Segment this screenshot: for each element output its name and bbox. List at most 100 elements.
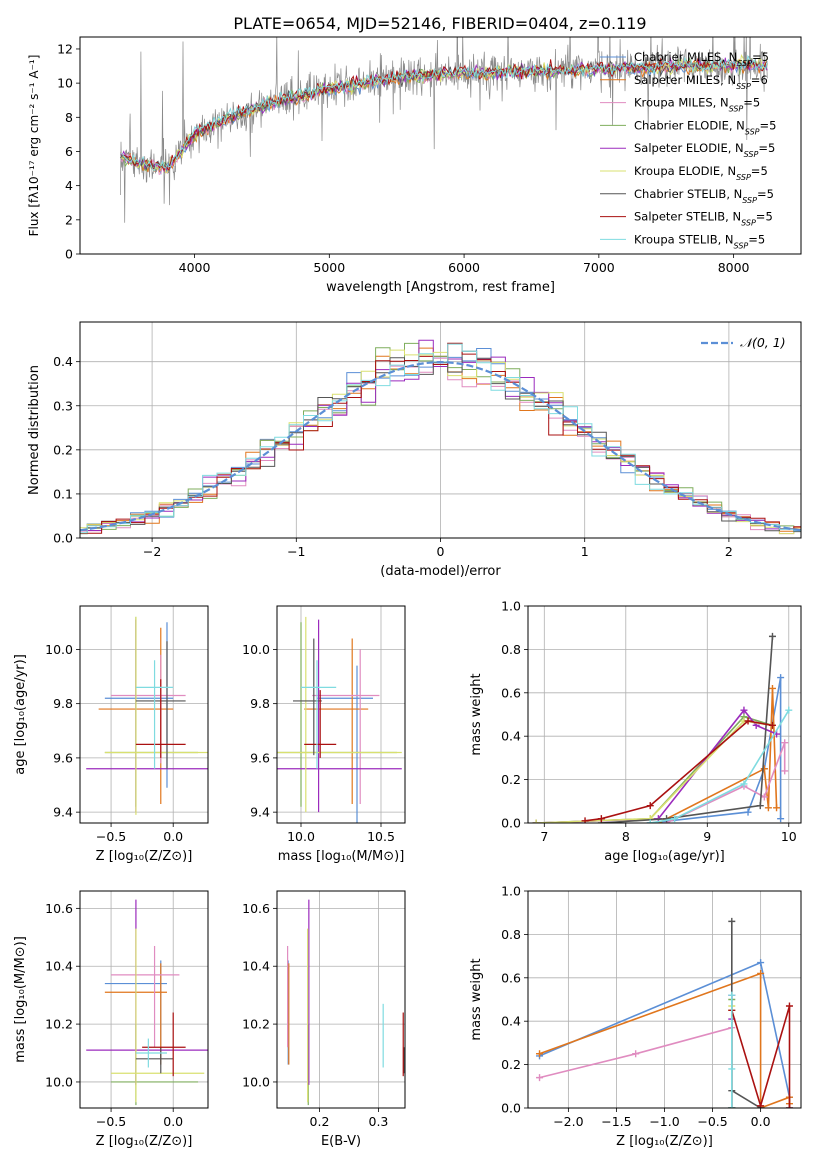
- weight-series-kroupa-miles: [663, 739, 789, 823]
- x-tick-label: −1: [287, 544, 305, 559]
- panel-weight-vs-Z: −2.0 −1.5 −1.0 −0.5 0.0 0.0 0.2 0.4 0.6 0.8 1.0 Z […: [469, 884, 802, 1149]
- errorbar-kroupa-miles: [111, 945, 180, 1048]
- errorbar-kroupa-elodie: [104, 616, 208, 815]
- axes-frame: [276, 890, 406, 1109]
- plot-area: [536, 917, 793, 1108]
- weight-point: [536, 1074, 544, 1082]
- weight-point: [536, 1050, 544, 1058]
- weight-line: [731, 1005, 791, 1108]
- errorbar-chabrier-miles: [104, 622, 174, 788]
- y-tick-label: 10.6: [45, 901, 73, 916]
- weight-series-kroupa-stelib: [646, 706, 793, 823]
- weight-series-salpeter-miles: [654, 684, 781, 823]
- weight-point: [785, 1002, 793, 1010]
- legend-equals: =: [743, 96, 753, 110]
- histogram-chabrier-elodie: [80, 342, 801, 535]
- weight-point: [785, 1104, 793, 1108]
- x-tick-label: 4000: [179, 260, 211, 275]
- errorbar-salpeter-stelib: [142, 1012, 186, 1077]
- legend-n-symbol: , N: [713, 96, 729, 110]
- panel-mass-vs-EBV: 0.2 0.3 10.0 10.2 10.4 10.6 E(B-V): [242, 890, 406, 1149]
- y-tick-label: 0.4: [53, 354, 73, 369]
- x-tick-label: 8000: [718, 260, 750, 275]
- legend-entry: 𝒩(0, 1): [740, 335, 786, 350]
- weight-point: [781, 767, 789, 775]
- x-tick-label: −0.5: [96, 1114, 126, 1129]
- panel-spectrum: 4000 5000 6000 7000 8000 0 2 4 6 8 10 12 wavelength …: [27, 36, 802, 295]
- figure-title: PLATE=0654, MJD=52146, FIBERID=0404, z=0…: [233, 14, 646, 33]
- legend-nssp: 5: [767, 187, 774, 201]
- y-tick-label: 9.8: [53, 696, 73, 711]
- x-tick-label: 0.0: [163, 829, 183, 844]
- legend-ssp-subscript: SSP: [741, 218, 756, 227]
- weight-point: [757, 969, 765, 977]
- weight-point: [768, 632, 776, 640]
- weight-point: [744, 808, 752, 816]
- x-axis-label: Z [log₁₀(Z/Z⊙)]: [616, 1134, 713, 1149]
- x-tick-label: −0.5: [96, 829, 126, 844]
- y-tick-label: 0.1: [53, 486, 73, 501]
- x-axis-label: mass [log₁₀(M/M⊙)]: [278, 849, 405, 864]
- y-tick-label: 6: [65, 144, 73, 159]
- weight-point: [581, 817, 589, 823]
- weight-point: [728, 991, 736, 999]
- y-tick-label: 10.0: [242, 642, 270, 657]
- legend-ssp-subscript: SSP: [744, 150, 759, 159]
- x-tick-label: 5000: [313, 260, 345, 275]
- axes-frame: [527, 605, 802, 824]
- y-tick-label: 9.6: [53, 750, 73, 765]
- legend-ssp-subscript: SSP: [729, 104, 744, 113]
- x-tick-label: 1: [581, 544, 589, 559]
- weight-series-chabrier-elodie: [532, 713, 776, 823]
- legend-nssp: 5: [768, 141, 775, 155]
- x-axis-label: (data-model)/error: [380, 564, 501, 579]
- y-axis-label: Normed distribution: [27, 365, 42, 495]
- weight-point: [728, 1065, 736, 1073]
- spectrum-model-kroupa-stelib: [120, 54, 768, 172]
- weight-point: [663, 815, 671, 823]
- legend-ssp-subscript: SSP: [737, 59, 752, 68]
- weight-point: [632, 1050, 640, 1058]
- errorbar-chabrier-miles: [317, 665, 373, 823]
- x-tick-label: −2: [143, 544, 161, 559]
- weight-point: [768, 721, 776, 729]
- y-tick-label: 10: [57, 76, 73, 91]
- weight-point: [756, 802, 764, 810]
- weight-series-chabrier-stelib: [597, 632, 776, 823]
- y-tick-label: 10.0: [45, 1074, 73, 1089]
- y-tick-label: 0.6: [501, 970, 521, 985]
- legend-n-symbol: , N: [720, 73, 736, 87]
- legend-entry: Kroupa MILES, NSSP=5: [634, 96, 760, 114]
- panel-age-vs-Z: −0.5 0.0 9.4 9.6 9.8 10.0 Z [log₁₀(Z/Z⊙)] age […: [13, 605, 209, 864]
- weight-point: [781, 739, 789, 747]
- spectrum-model-salpeter-miles: [120, 58, 768, 174]
- legend-equals: =: [751, 164, 761, 178]
- legend-nssp: 5: [769, 118, 776, 132]
- legend-nssp: 6: [760, 73, 767, 87]
- legend-n-symbol: , N: [728, 141, 744, 155]
- y-tick-label: 0.3: [53, 398, 73, 413]
- x-tick-label: 7: [540, 829, 548, 844]
- plot-area: [120, 37, 768, 223]
- errorbar-salpeter-elodie: [277, 619, 402, 813]
- legend-entry: Chabrier MILES, NSSP=5: [634, 50, 769, 68]
- x-tick-label: 0.2: [310, 1114, 330, 1129]
- y-tick-label: 0.0: [501, 1101, 521, 1116]
- axes-frame: [79, 890, 209, 1109]
- legend-entry: Salpeter MILES, NSSP=6: [634, 73, 768, 91]
- legend-equals: =: [760, 118, 770, 132]
- weight-point: [744, 717, 752, 725]
- weight-point: [671, 815, 679, 823]
- legend-nssp: 5: [758, 232, 765, 246]
- y-tick-label: 0.0: [501, 816, 521, 831]
- x-tick-label: −1.0: [649, 1114, 679, 1129]
- x-axis-label: Z [log₁₀(Z/Z⊙)]: [96, 849, 193, 864]
- x-tick-label: 7000: [583, 260, 615, 275]
- weight-line: [730, 921, 762, 1108]
- legend-ssp-subscript: SSP: [745, 127, 760, 136]
- y-tick-label: 0.2: [53, 442, 73, 457]
- legend-series-name: Chabrier MILES: [634, 50, 721, 64]
- y-tick-label: 0.8: [501, 927, 521, 942]
- errorbar-chabrier-elodie: [104, 616, 199, 807]
- panel-residuals: −2 −1 0 1 2 0.0 0.1 0.2 0.3 0.4 (data-model)/error…: [27, 321, 802, 579]
